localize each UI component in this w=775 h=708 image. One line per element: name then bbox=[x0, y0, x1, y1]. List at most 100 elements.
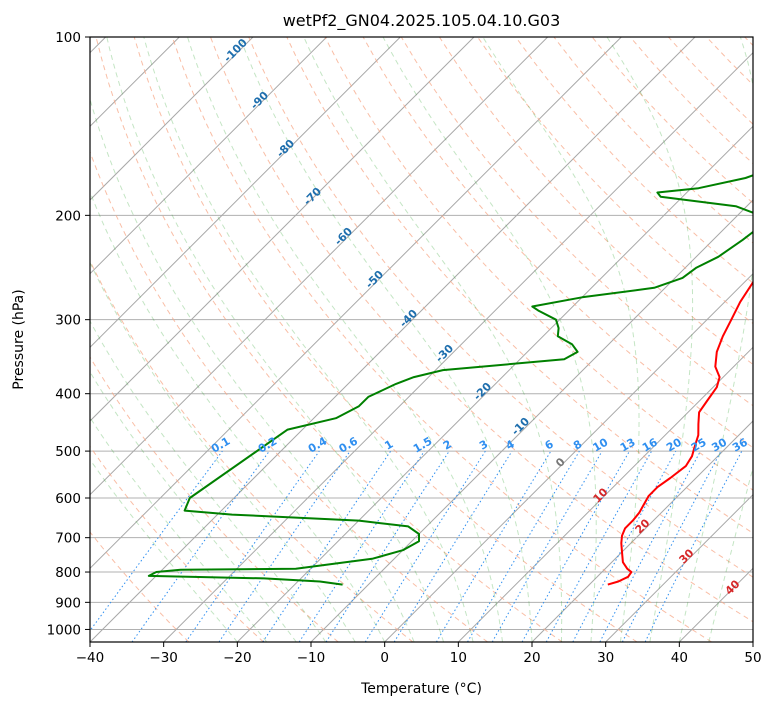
y-tick-label: 600 bbox=[55, 491, 81, 507]
dry-adiabat-line bbox=[95, 37, 563, 642]
temperature-profile-line bbox=[607, 280, 753, 586]
x-axis-label: Temperature (°C) bbox=[360, 681, 482, 697]
mixing-ratio-line bbox=[435, 450, 552, 642]
dry-adiabat-line bbox=[706, 37, 753, 86]
dry-adiabat-line bbox=[171, 37, 712, 642]
dry-adiabat-line bbox=[744, 37, 753, 47]
y-tick-label: 100 bbox=[55, 30, 81, 46]
mixing-ratio-line bbox=[262, 450, 392, 642]
moist-adiabat-label: -40 bbox=[397, 307, 420, 330]
moist-adiabat-label: -100 bbox=[221, 36, 250, 65]
mixing-ratio-line bbox=[393, 450, 513, 642]
mixing-ratio-line bbox=[131, 450, 270, 642]
moist-adiabat-line bbox=[90, 261, 356, 642]
mixing-ratio-label: 1 bbox=[382, 438, 395, 453]
isotherm-line bbox=[310, 199, 753, 642]
moist-adiabat-line bbox=[187, 37, 503, 642]
moist-adiabat-line bbox=[382, 37, 597, 642]
mixing-ratio-line bbox=[218, 450, 351, 642]
x-tick-label: 30 bbox=[597, 650, 614, 666]
mixing-ratio-line bbox=[467, 450, 580, 642]
mixing-ratio-label: 0.4 bbox=[306, 434, 330, 455]
mixing-ratio-label: 4 bbox=[504, 437, 517, 452]
mixing-ratio-label: 30 bbox=[709, 435, 729, 454]
dry-adiabat-line bbox=[90, 445, 264, 642]
moist-adiabat-line bbox=[143, 37, 474, 642]
mixing-ratio-line bbox=[185, 450, 320, 642]
mixing-ratio-line bbox=[298, 450, 425, 642]
moist-adiabat-line bbox=[106, 37, 445, 642]
x-tick-label: −20 bbox=[223, 650, 252, 666]
isotherm-line bbox=[90, 37, 475, 422]
moist-adiabat-line bbox=[90, 190, 386, 642]
moist-adiabat-line bbox=[303, 37, 563, 642]
isotherm-line bbox=[457, 346, 753, 642]
dry-adiabat-line bbox=[248, 37, 753, 578]
moist-adiabat-line bbox=[90, 97, 415, 642]
y-tick-label: 400 bbox=[55, 387, 81, 403]
mixing-ratio-label: 6 bbox=[543, 437, 556, 452]
isotherm-line bbox=[90, 37, 328, 275]
isotherm-line bbox=[605, 493, 753, 642]
dry-adiabat-line bbox=[133, 37, 638, 642]
moist-adiabat-label: -70 bbox=[301, 185, 324, 208]
mixing-ratio-label: 13 bbox=[618, 436, 638, 455]
mixing-ratio-line bbox=[325, 450, 450, 642]
moist-adiabat-line bbox=[482, 37, 640, 642]
moist-adiabat-label: -60 bbox=[332, 225, 355, 248]
mixing-ratio-label: 10 bbox=[590, 435, 610, 454]
dry-adiabat-line bbox=[210, 37, 753, 623]
moist-adiabat-label: -30 bbox=[433, 342, 456, 365]
x-tick-label: 10 bbox=[450, 650, 467, 666]
y-tick-label: 900 bbox=[55, 595, 81, 611]
moist-adiabat-line bbox=[239, 37, 533, 642]
dry-adiabat-line bbox=[438, 37, 753, 366]
y-axis-label: Pressure (hPa) bbox=[11, 289, 27, 389]
moist-adiabat-line bbox=[90, 370, 297, 642]
y-tick-label: 300 bbox=[55, 313, 81, 329]
moist-adiabat-label: -90 bbox=[248, 89, 271, 112]
isotherm-line bbox=[90, 37, 254, 201]
dry-adiabat-line bbox=[90, 150, 488, 642]
mixing-ratio-label: 0.1 bbox=[209, 435, 232, 456]
isotherm-line bbox=[752, 641, 753, 642]
plot-frame bbox=[89, 36, 754, 643]
y-tick-label: 200 bbox=[55, 208, 81, 224]
isotherm-line bbox=[90, 37, 696, 642]
isotherm-line bbox=[163, 51, 753, 642]
mixing-ratio-line bbox=[545, 450, 653, 642]
x-tick-label: 50 bbox=[744, 650, 761, 666]
x-tick-label: 0 bbox=[380, 650, 389, 666]
mixing-ratio-label: 2 bbox=[441, 438, 454, 453]
dry-adiabat-label: 0 bbox=[553, 455, 568, 470]
mixing-ratio-label: 1.5 bbox=[411, 435, 434, 456]
dry-adiabat-line bbox=[400, 37, 753, 407]
x-tick-label: −40 bbox=[76, 650, 105, 666]
dry-adiabat-label: 30 bbox=[677, 546, 697, 566]
isotherm-line bbox=[90, 37, 622, 570]
dewpoint-profile-line bbox=[147, 174, 753, 586]
mixing-ratio-label: 0.6 bbox=[337, 434, 361, 455]
moist-adiabat-line bbox=[606, 37, 694, 642]
moist-adiabat-line bbox=[90, 416, 268, 642]
mixing-ratio-label: 3 bbox=[477, 438, 490, 453]
isotherm-line bbox=[236, 125, 753, 642]
chart-title: wetPf2_GN04.2025.105.04.10.G03 bbox=[283, 11, 561, 31]
dry-adiabat-label: 20 bbox=[633, 516, 653, 536]
dry-adiabat-line bbox=[90, 356, 339, 642]
moist-adiabat-label: -50 bbox=[363, 268, 386, 291]
isotherm-line bbox=[90, 37, 401, 349]
x-tick-label: 20 bbox=[523, 650, 540, 666]
dry-adiabat-line bbox=[90, 259, 414, 642]
y-tick-label: 800 bbox=[55, 565, 81, 581]
dry-adiabat-line bbox=[286, 37, 753, 534]
y-tick-label: 700 bbox=[55, 531, 81, 547]
moist-adiabat-label: -80 bbox=[274, 137, 297, 160]
moist-adiabat-label: -10 bbox=[509, 415, 532, 438]
moist-adiabat-line bbox=[90, 458, 238, 642]
dry-adiabat-label: 10 bbox=[591, 485, 611, 505]
moist-adiabat-label: -20 bbox=[471, 380, 494, 403]
mixing-ratio-line bbox=[364, 450, 486, 642]
dry-adiabat-line bbox=[90, 531, 190, 642]
mixing-ratio-line bbox=[521, 450, 630, 642]
